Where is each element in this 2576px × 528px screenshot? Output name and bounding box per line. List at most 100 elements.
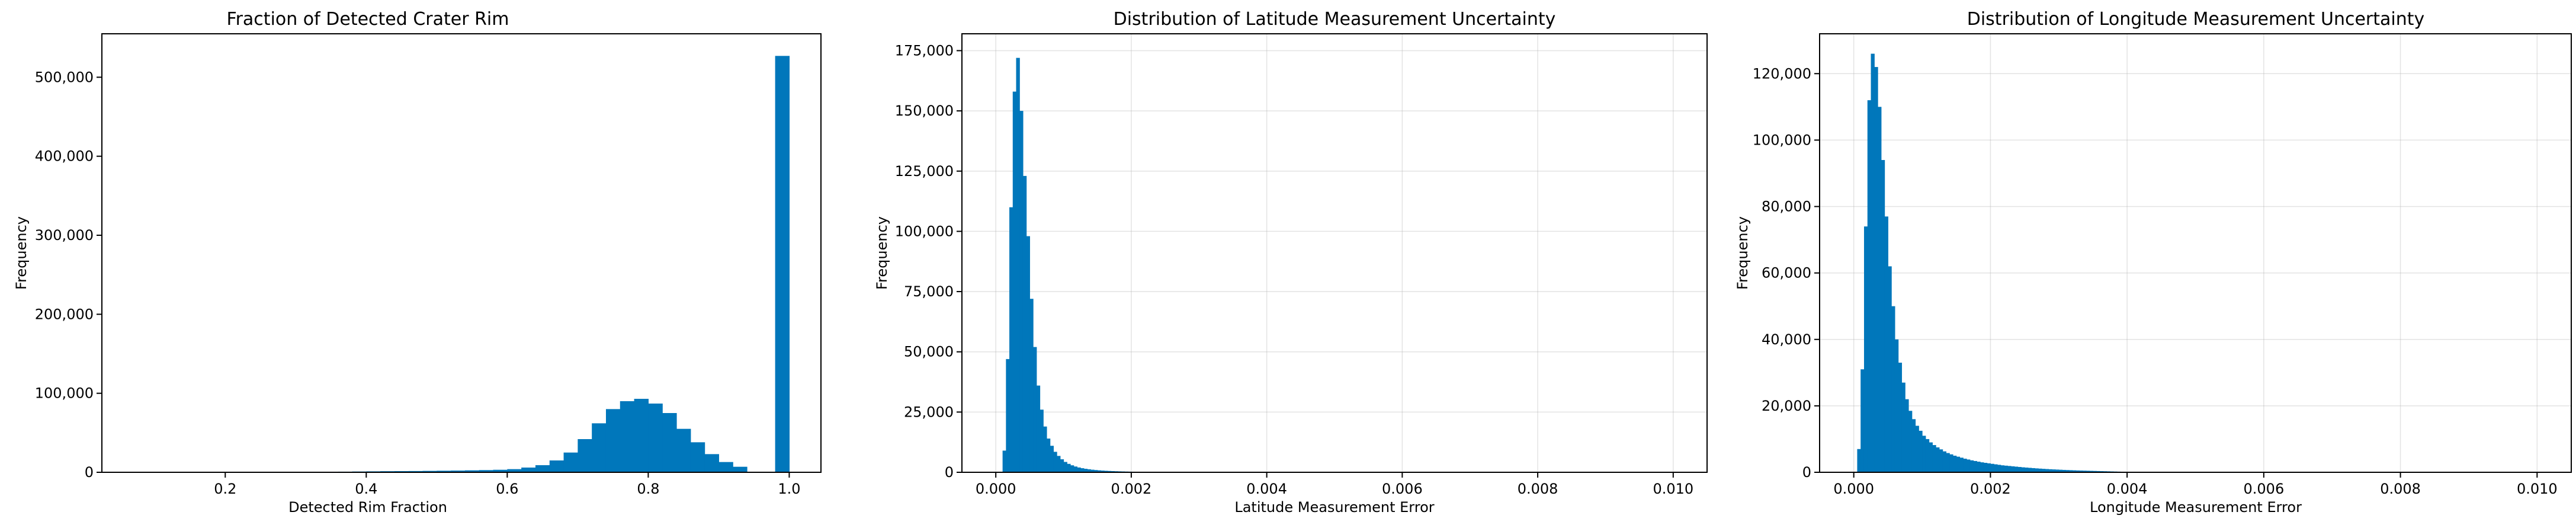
- histogram-bar: [648, 404, 663, 472]
- histogram-bar: [1097, 470, 1102, 472]
- histogram-bar: [493, 469, 508, 472]
- y-tick-label: 125,000: [895, 163, 954, 180]
- histogram-bar: [1973, 460, 1977, 472]
- y-tick-label: 0: [85, 464, 94, 481]
- histogram-bar: [1009, 207, 1013, 472]
- x-tick-label: 0.000: [976, 481, 1016, 497]
- histogram-bar: [1908, 411, 1913, 472]
- x-tick-label: 0.8: [637, 481, 659, 497]
- histogram-bar: [2086, 471, 2090, 472]
- histogram-bar: [704, 454, 720, 472]
- y-tick-label: 300,000: [35, 227, 94, 244]
- y-axis-label: Frequency: [874, 216, 890, 290]
- x-axis-label: Longitude Measurement Error: [2090, 499, 2302, 516]
- histogram-bar: [1967, 459, 1971, 472]
- histogram-bar: [1932, 445, 1936, 472]
- histogram-bar: [1969, 460, 1974, 472]
- histogram-bar: [1012, 91, 1017, 473]
- y-tick-label: 40,000: [1762, 331, 1811, 348]
- histogram-bar: [1033, 347, 1037, 472]
- histogram-bar: [2093, 471, 2097, 472]
- histogram-bar: [1878, 107, 1882, 473]
- histogram-bar: [1094, 470, 1098, 472]
- histogram-bar: [1963, 459, 1967, 472]
- y-tick-label: 100,000: [35, 385, 94, 402]
- histogram-bar: [422, 471, 437, 472]
- histogram-bar: [2079, 471, 2083, 472]
- histogram-bar: [479, 470, 494, 472]
- histogram-bar: [2035, 468, 2039, 472]
- histogram-bar: [1983, 463, 1988, 472]
- histogram-bar: [1073, 466, 1078, 472]
- histogram-bar: [1070, 465, 1074, 472]
- x-tick-label: 0.002: [1111, 481, 1152, 497]
- histogram-bar: [1080, 468, 1085, 472]
- histogram-bar: [1077, 467, 1081, 472]
- histogram-bar: [676, 428, 691, 472]
- histogram-bar: [1026, 236, 1030, 472]
- x-tick-label: 0.004: [1246, 481, 1287, 497]
- x-tick-label: 0.008: [2380, 481, 2421, 497]
- histogram-bar: [1977, 462, 1981, 472]
- histogram-bar: [1060, 459, 1064, 472]
- histogram-bar: [549, 460, 564, 472]
- chart-title: Distribution of Longitude Measurement Un…: [1967, 9, 2425, 30]
- histogram-bar: [1894, 339, 1899, 472]
- y-tick-label: 60,000: [1762, 265, 1811, 281]
- histogram-bar: [2004, 465, 2008, 472]
- histogram-bar: [521, 468, 536, 472]
- rim-fraction-histogram-panel: Fraction of Detected Crater Rim Detected…: [13, 9, 822, 516]
- histogram-bar: [1919, 430, 1923, 472]
- histogram-bar: [1029, 299, 1034, 472]
- histogram-bar: [2096, 471, 2100, 472]
- histogram-bar: [1087, 469, 1091, 472]
- histogram-bar: [2045, 469, 2049, 472]
- histogram-bar: [2062, 469, 2066, 472]
- histogram-bar: [1046, 439, 1051, 472]
- x-tick-label: 0.006: [1382, 481, 1423, 497]
- histogram-bar: [662, 413, 677, 472]
- histogram-bar: [1063, 462, 1067, 472]
- x-tick-label: 1.0: [778, 481, 800, 497]
- histogram-bar: [1053, 452, 1057, 472]
- histogram-bar: [2028, 468, 2032, 472]
- histogram-bar: [1911, 419, 1916, 472]
- y-tick-label: 0: [945, 464, 954, 481]
- histogram-bar: [1949, 454, 1953, 472]
- histogram-bar: [1936, 447, 1940, 472]
- histogram-bar: [535, 465, 550, 472]
- axes-frame: [101, 33, 822, 473]
- histogram-bar: [2031, 468, 2035, 472]
- histogram-bar: [1901, 382, 1905, 472]
- axes-frame: [961, 33, 1708, 473]
- x-tick-label: 0.010: [1653, 481, 1693, 497]
- histogram-bar: [1980, 462, 1984, 472]
- x-tick-label: 0.010: [2517, 481, 2558, 497]
- histogram-bar: [1929, 442, 1933, 472]
- longitude-error-histogram-panel: Distribution of Longitude Measurement Un…: [1734, 9, 2572, 516]
- y-tick-label: 100,000: [1753, 132, 1811, 148]
- histogram-bar: [1997, 465, 2001, 472]
- y-tick-label: 150,000: [895, 103, 954, 119]
- histogram-bar: [718, 462, 733, 472]
- histogram-bar: [1994, 464, 1998, 472]
- histogram-bar: [1057, 456, 1061, 472]
- histogram-bar: [2058, 469, 2063, 472]
- histogram-bar: [1022, 175, 1027, 472]
- histogram-bar: [2021, 467, 2025, 472]
- histogram-bar: [464, 470, 480, 472]
- histogram-bar: [1888, 266, 1892, 472]
- histogram-bar: [1946, 453, 1950, 472]
- histogram-bar: [1090, 469, 1095, 472]
- histogram-bar: [1111, 471, 1115, 472]
- x-tick-label: 0.008: [1518, 481, 1558, 497]
- y-tick-label: 25,000: [904, 404, 954, 420]
- histogram-bar: [1898, 363, 1903, 472]
- histogram-bar: [1922, 436, 1926, 472]
- latitude-error-histogram-panel: Distribution of Latitude Measurement Unc…: [874, 9, 1708, 516]
- y-tick-label: 400,000: [35, 148, 94, 165]
- histogram-bar: [2038, 468, 2042, 472]
- histogram-bar: [1905, 399, 1909, 472]
